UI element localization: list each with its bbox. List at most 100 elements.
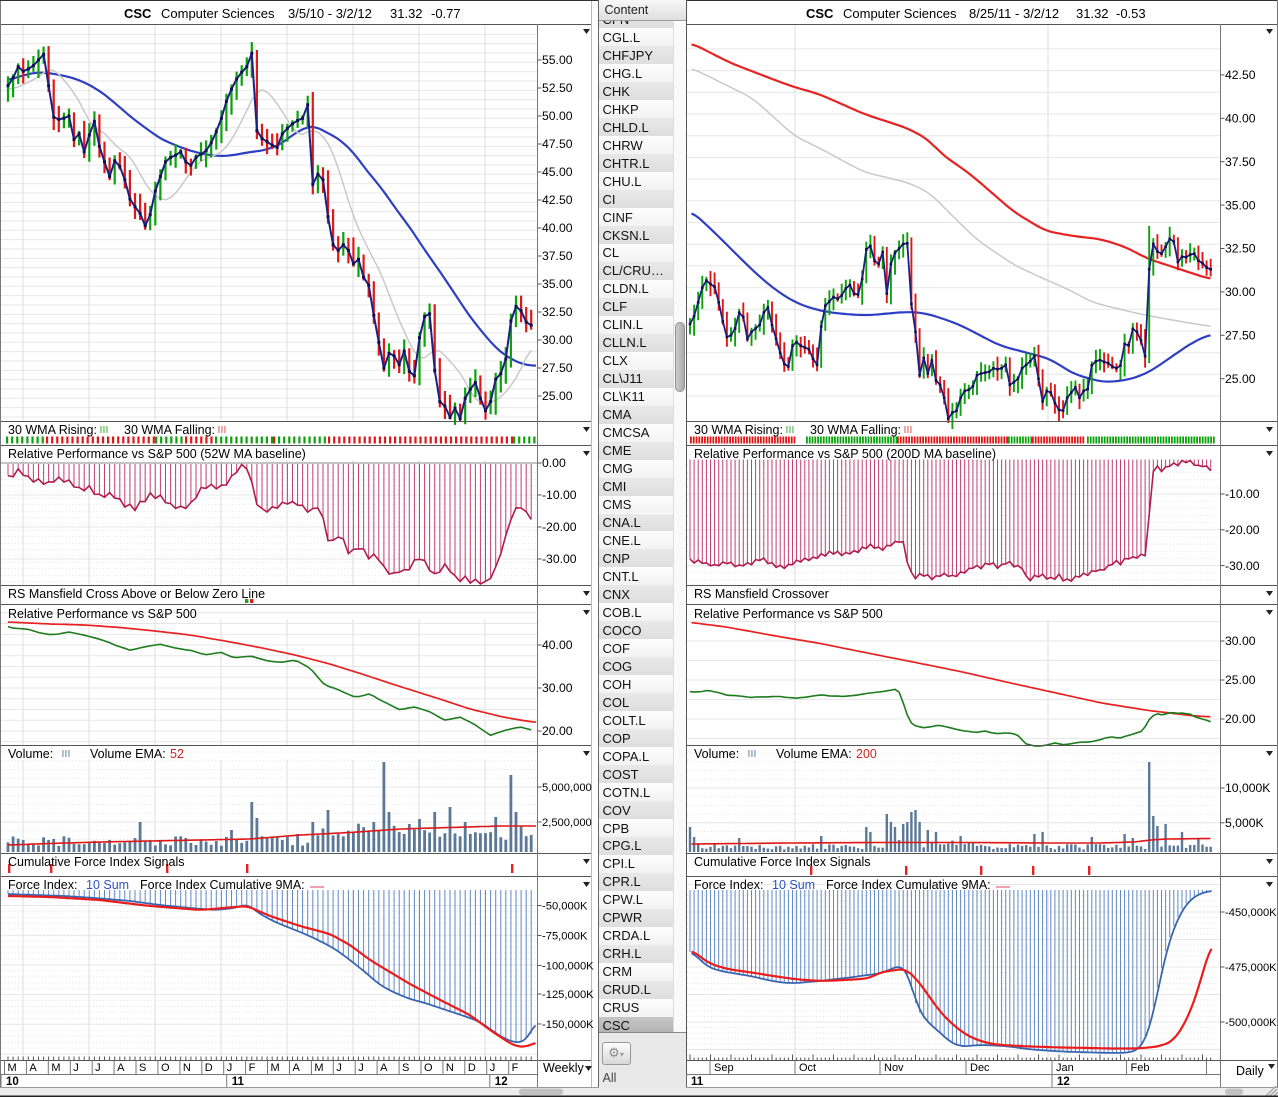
svg-text:37.50: 37.50 bbox=[1225, 155, 1256, 169]
svg-text:40.00: 40.00 bbox=[542, 638, 573, 652]
svg-text:30 WMA Rising:: 30 WMA Rising: bbox=[694, 423, 783, 437]
svg-text:2,500,000: 2,500,000 bbox=[542, 817, 592, 829]
svg-text:47.50: 47.50 bbox=[542, 137, 573, 151]
svg-text:Relative Performance vs S&P 50: Relative Performance vs S&P 500 (200D MA… bbox=[694, 447, 996, 461]
svg-text:J: J bbox=[336, 1062, 342, 1074]
svg-text:A: A bbox=[380, 1062, 388, 1074]
svg-text:40.00: 40.00 bbox=[542, 221, 573, 235]
svg-text:30.00: 30.00 bbox=[1225, 285, 1256, 299]
svg-text:-150,000K: -150,000K bbox=[542, 1019, 594, 1031]
svg-text:Force Index Cumulative 9MA:: Force Index Cumulative 9MA: bbox=[140, 878, 305, 892]
svg-text:M: M bbox=[271, 1062, 280, 1074]
svg-text:10 Sum: 10 Sum bbox=[772, 878, 815, 892]
svg-text:35.00: 35.00 bbox=[542, 277, 573, 291]
svg-text:A: A bbox=[292, 1062, 300, 1074]
svg-text:10,000K: 10,000K bbox=[1225, 781, 1270, 795]
svg-text:12: 12 bbox=[1057, 1076, 1070, 1088]
svg-text:CSC: CSC bbox=[124, 6, 152, 21]
svg-text:3/5/10 - 3/2/12: 3/5/10 - 3/2/12 bbox=[288, 6, 372, 21]
svg-text:-30.00: -30.00 bbox=[1225, 559, 1260, 573]
svg-text:-0.53: -0.53 bbox=[1116, 6, 1146, 21]
svg-text:J: J bbox=[73, 1062, 79, 1074]
svg-text:-500,000K: -500,000K bbox=[1225, 1017, 1277, 1029]
svg-text:Volume:: Volume: bbox=[8, 747, 53, 761]
svg-text:-100,000K: -100,000K bbox=[542, 961, 594, 973]
svg-text:Computer Sciences: Computer Sciences bbox=[843, 6, 957, 21]
svg-text:M: M bbox=[51, 1062, 60, 1074]
svg-text:35.00: 35.00 bbox=[1225, 198, 1256, 212]
svg-text:27.50: 27.50 bbox=[542, 361, 573, 375]
svg-text:Jan: Jan bbox=[1056, 1062, 1074, 1074]
svg-text:Cumulative Force Index Signals: Cumulative Force Index Signals bbox=[8, 855, 184, 869]
svg-text:Relative Performance vs S&P 50: Relative Performance vs S&P 500 (52W MA … bbox=[8, 447, 306, 461]
svg-text:27.50: 27.50 bbox=[1225, 329, 1256, 343]
svg-text:40.00: 40.00 bbox=[1225, 112, 1256, 126]
svg-text:30.00: 30.00 bbox=[542, 333, 573, 347]
svg-text:8/25/11 - 3/2/12: 8/25/11 - 3/2/12 bbox=[969, 6, 1059, 21]
svg-text:Feb: Feb bbox=[1131, 1062, 1150, 1074]
svg-text:Volume EMA:: Volume EMA: bbox=[776, 747, 852, 761]
svg-text:45.00: 45.00 bbox=[542, 165, 573, 179]
svg-text:11: 11 bbox=[691, 1076, 704, 1088]
svg-text:-450,000K: -450,000K bbox=[1225, 907, 1277, 919]
svg-text:N: N bbox=[183, 1062, 191, 1074]
svg-text:Nov: Nov bbox=[884, 1062, 904, 1074]
svg-text:10 Sum: 10 Sum bbox=[86, 878, 129, 892]
svg-text:-30.00: -30.00 bbox=[542, 552, 577, 566]
svg-text:30 WMA Rising:: 30 WMA Rising: bbox=[8, 423, 97, 437]
svg-text:D: D bbox=[468, 1062, 476, 1074]
svg-text:RS Mansfield Crossover: RS Mansfield Crossover bbox=[694, 587, 829, 601]
svg-text:42.50: 42.50 bbox=[542, 193, 573, 207]
svg-text:20.00: 20.00 bbox=[542, 724, 573, 738]
svg-text:25.00: 25.00 bbox=[1225, 673, 1256, 687]
svg-text:Daily: Daily bbox=[1236, 1064, 1265, 1078]
svg-text:F: F bbox=[249, 1062, 256, 1074]
svg-text:Dec: Dec bbox=[970, 1062, 990, 1074]
svg-text:Sep: Sep bbox=[714, 1062, 734, 1074]
svg-text:J: J bbox=[95, 1062, 101, 1074]
svg-text:32.50: 32.50 bbox=[1225, 242, 1256, 256]
svg-text:37.50: 37.50 bbox=[542, 249, 573, 263]
svg-text:Force Index:: Force Index: bbox=[8, 878, 77, 892]
svg-text:-20.00: -20.00 bbox=[542, 520, 577, 534]
svg-text:S: S bbox=[139, 1062, 146, 1074]
svg-text:F: F bbox=[512, 1062, 519, 1074]
svg-text:5,000,000: 5,000,000 bbox=[542, 782, 592, 794]
svg-text:-10.00: -10.00 bbox=[542, 488, 577, 502]
svg-text:Force Index Cumulative 9MA:: Force Index Cumulative 9MA: bbox=[826, 878, 991, 892]
svg-text:-75,000K: -75,000K bbox=[542, 931, 588, 943]
svg-text:N: N bbox=[446, 1062, 454, 1074]
svg-text:-50,000K: -50,000K bbox=[542, 901, 588, 913]
svg-text:Force Index:: Force Index: bbox=[694, 878, 763, 892]
svg-text:Oct: Oct bbox=[799, 1062, 816, 1074]
svg-text:Weekly: Weekly bbox=[543, 1061, 585, 1075]
svg-text:31.32: 31.32 bbox=[390, 6, 423, 21]
svg-text:20.00: 20.00 bbox=[1225, 712, 1256, 726]
svg-text:30.00: 30.00 bbox=[1225, 634, 1256, 648]
svg-text:M: M bbox=[8, 1062, 17, 1074]
svg-text:A: A bbox=[117, 1062, 125, 1074]
svg-text:30 WMA Falling:: 30 WMA Falling: bbox=[810, 423, 901, 437]
svg-text:M: M bbox=[314, 1062, 323, 1074]
svg-text:Volume:: Volume: bbox=[694, 747, 739, 761]
svg-text:Volume EMA:: Volume EMA: bbox=[90, 747, 166, 761]
svg-text:Relative Performance vs S&P 50: Relative Performance vs S&P 500 bbox=[694, 607, 883, 621]
svg-text:11: 11 bbox=[232, 1076, 245, 1088]
svg-text:-475,000K: -475,000K bbox=[1225, 962, 1277, 974]
svg-text:-20.00: -20.00 bbox=[1225, 523, 1260, 537]
svg-text:-125,000K: -125,000K bbox=[542, 989, 594, 1001]
svg-text:55.00: 55.00 bbox=[542, 53, 573, 67]
svg-text:J: J bbox=[358, 1062, 364, 1074]
svg-text:31.32: 31.32 bbox=[1076, 6, 1109, 21]
svg-text:5,000K: 5,000K bbox=[1225, 816, 1264, 830]
svg-text:CSC: CSC bbox=[806, 6, 834, 21]
svg-text:Relative Performance vs S&P 50: Relative Performance vs S&P 500 bbox=[8, 607, 197, 621]
svg-text:-0.77: -0.77 bbox=[431, 6, 461, 21]
svg-text:52: 52 bbox=[170, 747, 184, 761]
svg-text:42.50: 42.50 bbox=[1225, 68, 1256, 82]
svg-text:Cumulative Force Index Signals: Cumulative Force Index Signals bbox=[694, 855, 870, 869]
svg-text:25.00: 25.00 bbox=[1225, 372, 1256, 386]
svg-text:O: O bbox=[161, 1062, 170, 1074]
svg-text:32.50: 32.50 bbox=[542, 305, 573, 319]
svg-text:12: 12 bbox=[495, 1076, 508, 1088]
